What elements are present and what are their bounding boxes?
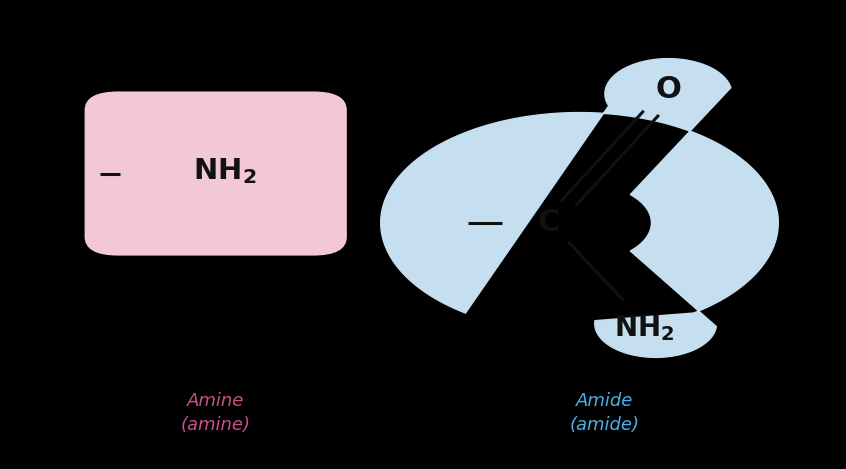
Text: O: O	[656, 75, 681, 104]
FancyBboxPatch shape	[85, 91, 347, 256]
Text: Amide
(amide): Amide (amide)	[570, 392, 640, 433]
Text: $\mathregular{NH_2}$: $\mathregular{NH_2}$	[193, 156, 256, 186]
Polygon shape	[381, 59, 778, 357]
Text: Amine
(amine): Amine (amine)	[181, 392, 250, 433]
Text: C: C	[537, 208, 559, 237]
Text: $\mathregular{NH_2}$: $\mathregular{NH_2}$	[614, 313, 675, 343]
